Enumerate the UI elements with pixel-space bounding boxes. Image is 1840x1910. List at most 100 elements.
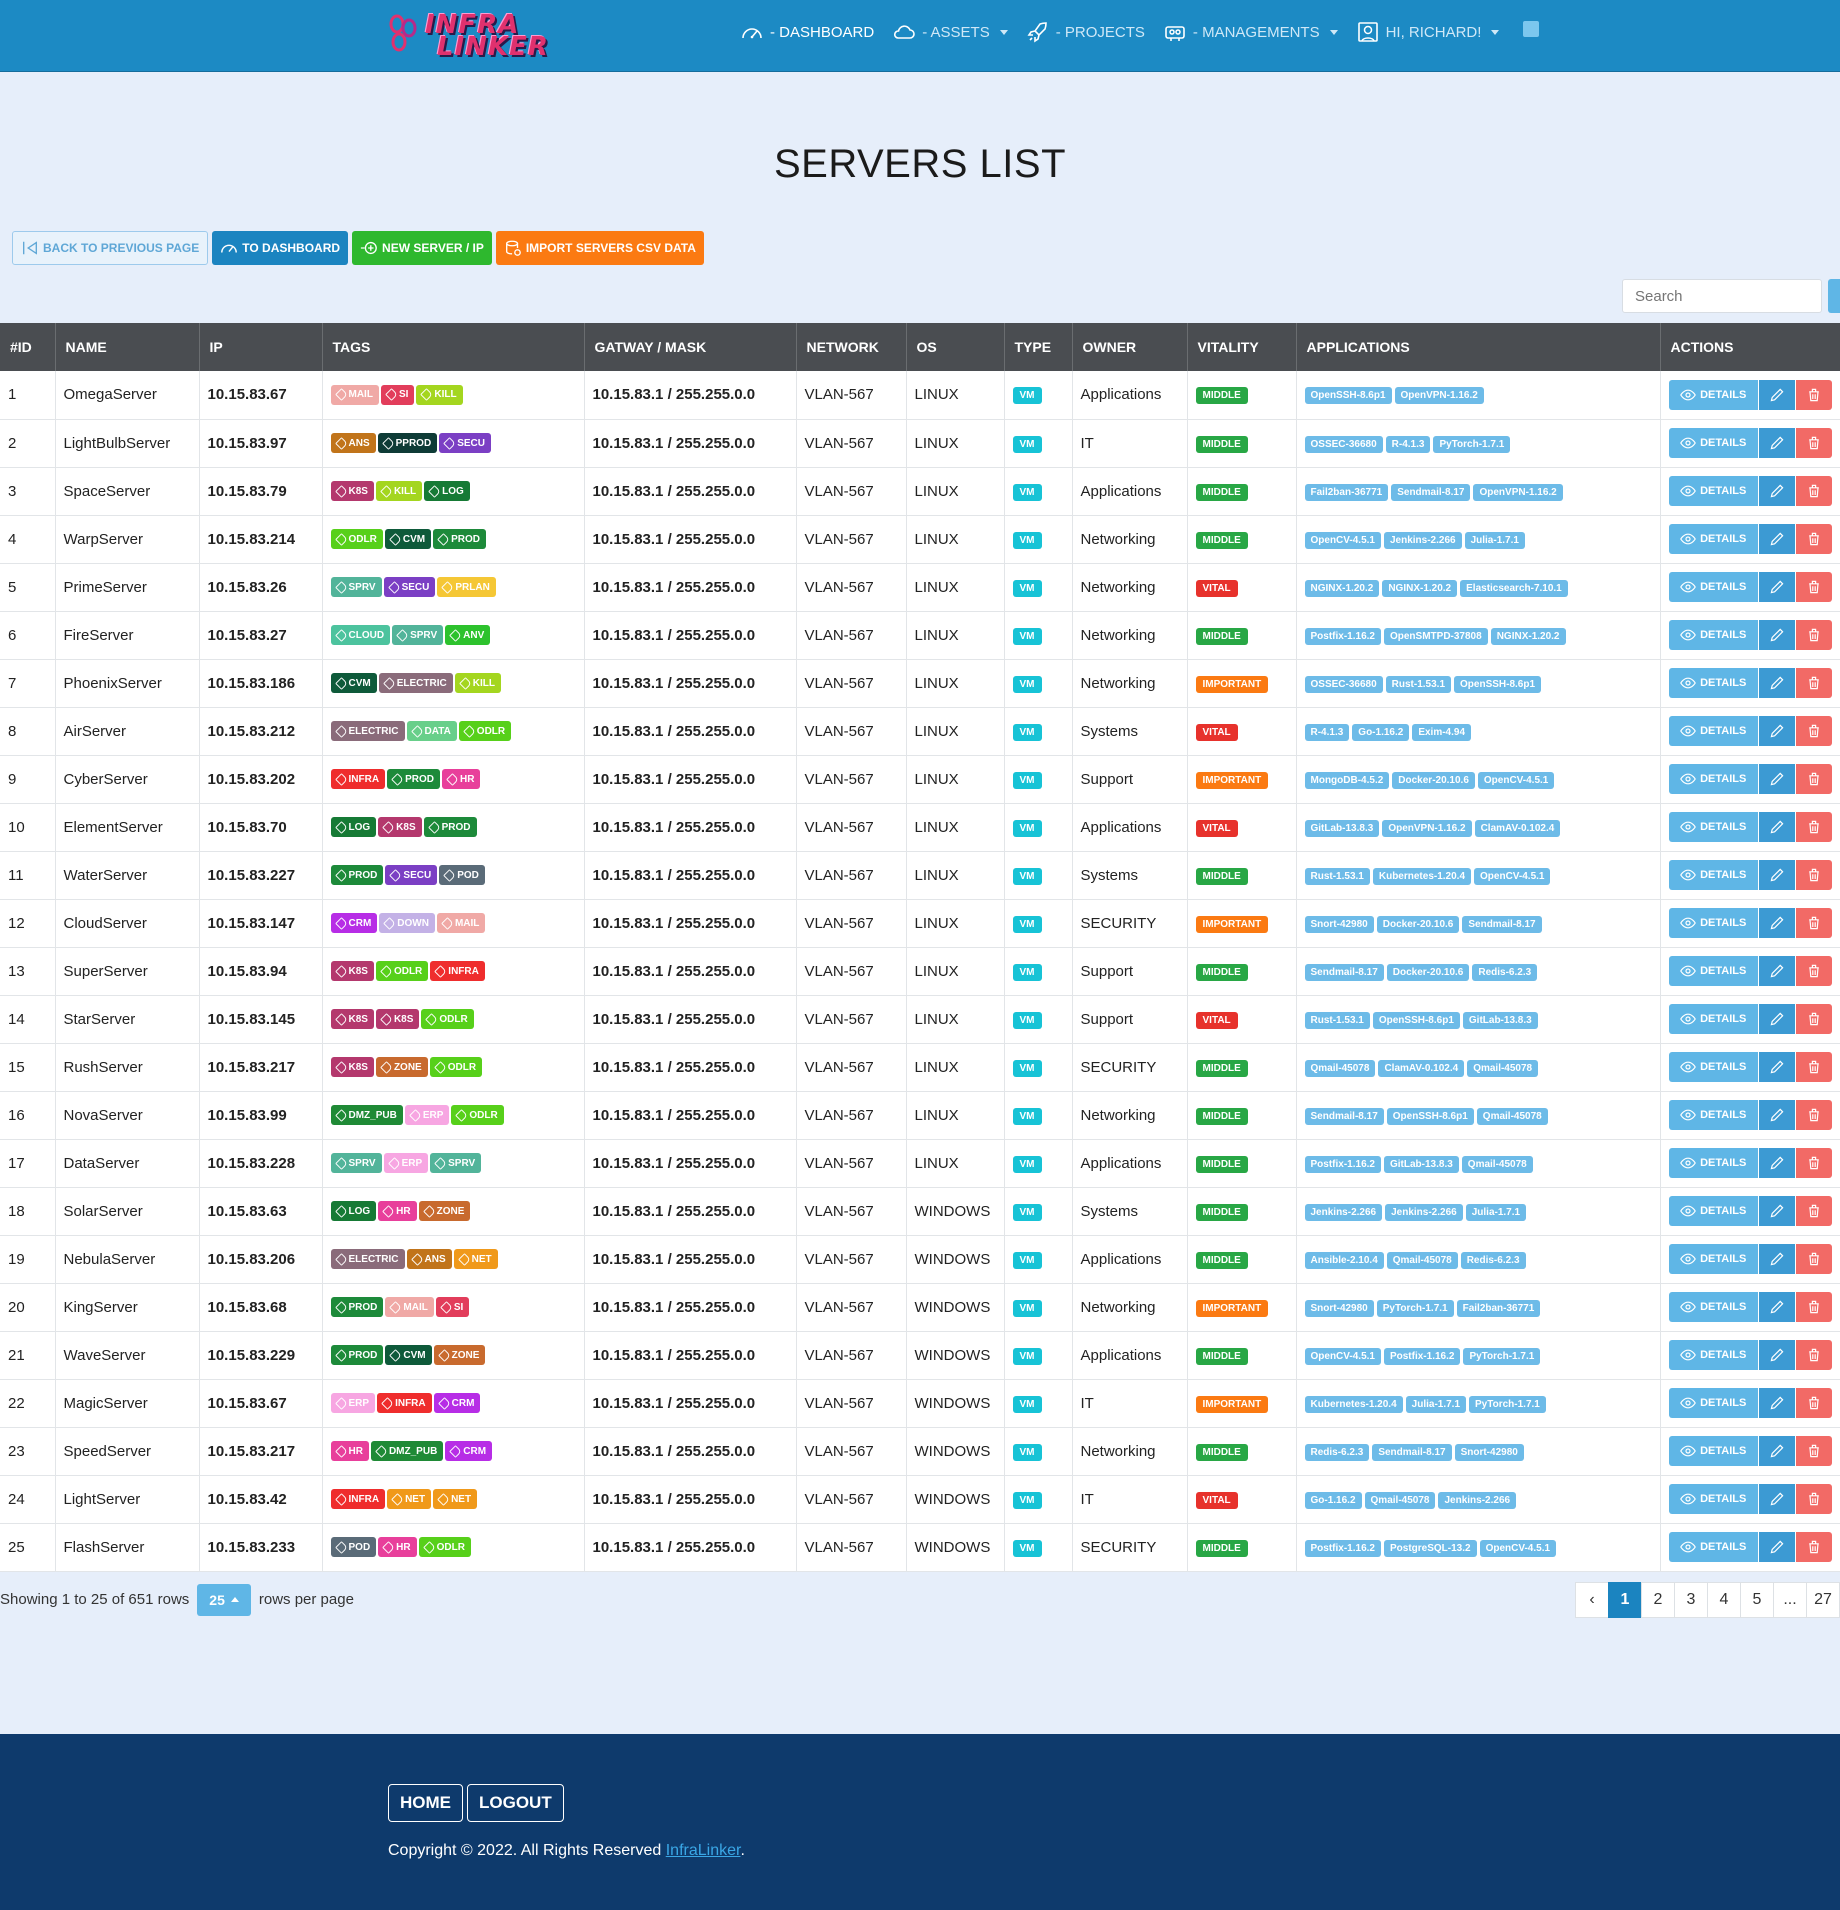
tag-badge[interactable]: CRM xyxy=(433,1393,481,1413)
tag-badge[interactable]: KILL xyxy=(416,384,463,405)
application-badge[interactable]: OpenCV-4.5.1 xyxy=(1474,867,1551,885)
application-badge[interactable]: Julia-1.7.1 xyxy=(1405,1395,1467,1413)
application-badge[interactable]: Redis-6.2.3 xyxy=(1460,1251,1526,1269)
application-badge[interactable]: OpenSSH-8.6p1 xyxy=(1386,1107,1474,1125)
tag-badge[interactable]: ODLR xyxy=(429,1057,483,1077)
tag-badge[interactable]: PROD xyxy=(423,817,477,837)
delete-button[interactable] xyxy=(1795,379,1832,410)
page-button-27[interactable]: 27 xyxy=(1806,1581,1840,1618)
tag-badge[interactable]: ERP xyxy=(330,1393,376,1413)
column-header-os[interactable]: OS xyxy=(906,323,1005,371)
delete-button[interactable] xyxy=(1795,1244,1832,1274)
application-badge[interactable]: ClamAV-0.102.4 xyxy=(1474,819,1561,837)
edit-button[interactable] xyxy=(1758,428,1795,458)
tag-badge[interactable]: ZONE xyxy=(433,1345,486,1365)
delete-button[interactable] xyxy=(1795,1292,1832,1322)
tag-badge[interactable]: K8S xyxy=(330,481,374,501)
tag-badge[interactable]: NET xyxy=(433,1489,478,1509)
back-to-previous-page-button[interactable]: BACK TO PREVIOUS PAGE xyxy=(12,231,209,265)
column-header-id[interactable]: #ID xyxy=(0,323,56,371)
tag-badge[interactable]: ODLR xyxy=(421,1009,474,1029)
tag-badge[interactable]: ZONE xyxy=(375,1057,428,1077)
application-badge[interactable]: OpenCV-4.5.1 xyxy=(1304,1347,1381,1365)
edit-button[interactable] xyxy=(1758,1436,1795,1466)
application-badge[interactable]: R-4.1.3 xyxy=(1385,435,1431,453)
edit-button[interactable] xyxy=(1758,668,1795,698)
application-badge[interactable]: OpenVPN-1.16.2 xyxy=(1394,387,1484,405)
tag-badge[interactable]: MAIL xyxy=(385,1297,434,1317)
tag-badge[interactable]: ODLR xyxy=(458,721,512,741)
tag-badge[interactable]: SPRV xyxy=(430,1153,482,1173)
application-badge[interactable]: Fail2ban-36771 xyxy=(1304,483,1389,501)
tag-badge[interactable]: ELECTRIC xyxy=(378,673,453,693)
home-button[interactable]: HOME xyxy=(388,1783,463,1822)
details-button[interactable]: DETAILS xyxy=(1668,1052,1758,1082)
application-badge[interactable]: OSSEC-36680 xyxy=(1304,435,1383,453)
nav-item-hi-richard[interactable]: HI, RICHARD! xyxy=(1356,20,1500,44)
delete-button[interactable] xyxy=(1795,764,1832,794)
application-badge[interactable]: Jenkins-2.266 xyxy=(1438,1491,1517,1509)
tag-badge[interactable]: ELECTRIC xyxy=(330,721,405,741)
delete-button[interactable] xyxy=(1795,1004,1832,1034)
application-badge[interactable]: Qmail-45078 xyxy=(1304,1059,1376,1077)
application-badge[interactable]: Fail2ban-36771 xyxy=(1456,1299,1541,1317)
application-badge[interactable]: Snort-42980 xyxy=(1304,915,1374,933)
tag-badge[interactable]: HR xyxy=(441,769,481,789)
delete-button[interactable] xyxy=(1795,812,1832,842)
tag-badge[interactable]: LOG xyxy=(424,481,470,501)
edit-button[interactable] xyxy=(1758,812,1795,842)
application-badge[interactable]: Postfix-1.16.2 xyxy=(1304,627,1381,645)
tag-badge[interactable]: KILL xyxy=(454,673,501,693)
tag-badge[interactable]: INFRA xyxy=(377,1393,432,1413)
edit-button[interactable] xyxy=(1758,1004,1795,1034)
column-header-applications[interactable]: APPLICATIONS xyxy=(1296,323,1661,371)
application-badge[interactable]: Julia-1.7.1 xyxy=(1464,531,1525,549)
application-badge[interactable]: Snort-42980 xyxy=(1454,1443,1524,1461)
details-button[interactable]: DETAILS xyxy=(1668,1196,1758,1226)
application-badge[interactable]: PyTorch-1.7.1 xyxy=(1433,435,1511,453)
details-button[interactable]: DETAILS xyxy=(1668,572,1758,602)
application-badge[interactable]: Rust-1.53.1 xyxy=(1304,1011,1370,1029)
column-header-owner[interactable]: OWNER xyxy=(1072,323,1188,371)
nav-item-assets[interactable]: - ASSETS xyxy=(892,20,1008,44)
details-button[interactable]: DETAILS xyxy=(1668,1388,1758,1418)
details-button[interactable]: DETAILS xyxy=(1668,1436,1758,1466)
tag-badge[interactable]: LOG xyxy=(330,1201,377,1221)
edit-button[interactable] xyxy=(1758,1532,1795,1562)
application-badge[interactable]: Qmail-45078 xyxy=(1386,1251,1458,1269)
application-badge[interactable]: PyTorch-1.7.1 xyxy=(1463,1347,1541,1365)
nav-item-managements[interactable]: - MANAGEMENTS xyxy=(1163,20,1338,44)
application-badge[interactable]: Rust-1.53.1 xyxy=(1385,675,1452,693)
edit-button[interactable] xyxy=(1758,524,1795,554)
application-badge[interactable]: OpenVPN-1.16.2 xyxy=(1382,819,1472,837)
edit-button[interactable] xyxy=(1758,620,1795,650)
details-button[interactable]: DETAILS xyxy=(1668,428,1758,458)
tag-badge[interactable]: INFRA xyxy=(430,961,485,981)
edit-button[interactable] xyxy=(1758,1484,1795,1514)
tag-badge[interactable]: K8S xyxy=(330,1009,374,1029)
search-input[interactable] xyxy=(1622,279,1822,313)
edit-button[interactable] xyxy=(1758,379,1795,410)
tag-badge[interactable]: K8S xyxy=(330,961,374,981)
theme-toggle-icon[interactable] xyxy=(1523,21,1540,37)
new-server-button[interactable]: NEW SERVER / IP xyxy=(352,231,492,265)
edit-button[interactable] xyxy=(1758,1100,1795,1130)
delete-button[interactable] xyxy=(1795,1196,1832,1226)
details-button[interactable]: DETAILS xyxy=(1668,860,1758,890)
application-badge[interactable]: Qmail-45078 xyxy=(1461,1155,1533,1173)
application-badge[interactable]: Rust-1.53.1 xyxy=(1304,867,1370,885)
tag-badge[interactable]: PRLAN xyxy=(437,577,496,597)
application-badge[interactable]: OpenSSH-8.6p1 xyxy=(1304,387,1392,405)
application-badge[interactable]: OpenCV-4.5.1 xyxy=(1479,1539,1557,1557)
details-button[interactable]: DETAILS xyxy=(1668,668,1758,698)
tag-badge[interactable]: POD xyxy=(439,865,485,885)
edit-button[interactable] xyxy=(1758,1244,1795,1274)
edit-button[interactable] xyxy=(1758,956,1795,986)
tag-badge[interactable]: ELECTRIC xyxy=(330,1249,405,1269)
application-badge[interactable]: Docker-20.10.6 xyxy=(1392,771,1475,789)
tag-badge[interactable]: SPRV xyxy=(392,625,444,645)
edit-button[interactable] xyxy=(1758,1052,1795,1082)
tag-badge[interactable]: K8S xyxy=(330,1057,374,1077)
application-badge[interactable]: Exim-4.94 xyxy=(1412,723,1472,741)
tag-badge[interactable]: PROD xyxy=(330,1297,384,1317)
